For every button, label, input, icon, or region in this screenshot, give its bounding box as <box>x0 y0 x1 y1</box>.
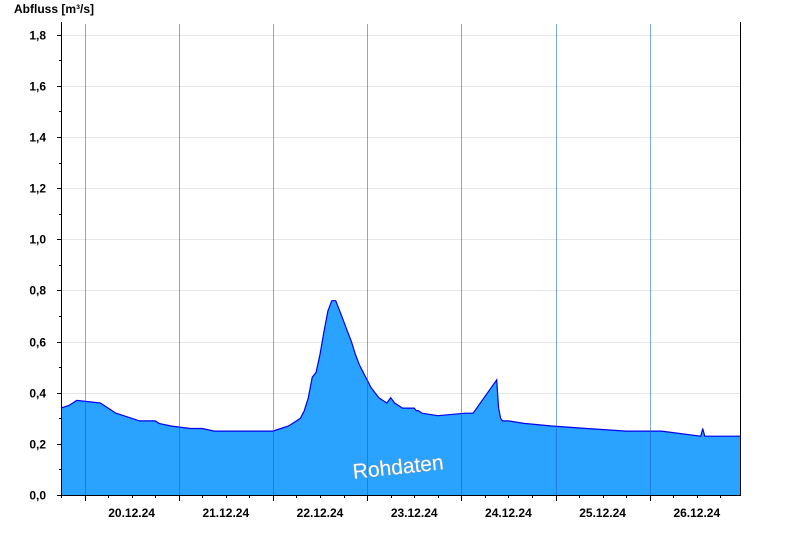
y-tick-label: 1,0 <box>29 233 46 247</box>
discharge-line <box>60 300 740 437</box>
y-tick-label: 0,8 <box>29 284 46 298</box>
axes <box>57 22 741 501</box>
y-tick-label: 1,6 <box>29 80 46 94</box>
x-tick-label: 23.12.24 <box>391 506 438 520</box>
y-tick-label: 1,4 <box>29 131 46 145</box>
x-tick-label: 20.12.24 <box>108 506 155 520</box>
discharge-area-series <box>60 300 740 495</box>
y-tick-label: 1,8 <box>29 29 46 43</box>
day-separators <box>85 24 651 495</box>
y-axis-label: Abfluss [m³/s] <box>14 2 94 16</box>
x-tick-label: 26.12.24 <box>673 506 720 520</box>
y-tick-label: 0,6 <box>29 336 46 350</box>
x-tick-label: 24.12.24 <box>485 506 532 520</box>
x-tick-labels: 20.12.24 21.12.24 22.12.24 23.12.24 24.12.24… <box>108 506 720 520</box>
y-tick-label: 0,4 <box>29 387 46 401</box>
x-tick-label: 25.12.24 <box>579 506 626 520</box>
y-tick-label: 1,2 <box>29 182 46 196</box>
x-tick-label: 21.12.24 <box>202 506 249 520</box>
grid-lines <box>61 35 740 445</box>
y-tick-label: 0,2 <box>29 438 46 452</box>
y-tick-label: 0,0 <box>29 489 46 503</box>
x-tick-label: 22.12.24 <box>297 506 344 520</box>
y-tick-labels: 0,0 0,2 0,4 0,6 0,8 1,0 1,2 1,4 1,6 1,8 <box>29 29 46 503</box>
discharge-area <box>61 300 740 495</box>
